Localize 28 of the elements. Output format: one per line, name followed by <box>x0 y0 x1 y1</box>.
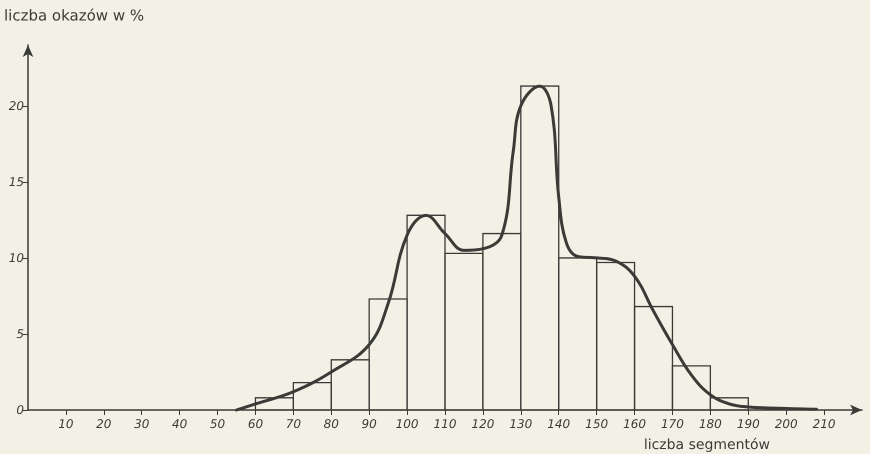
x-tick-label: 100 <box>396 417 419 431</box>
x-tick-label: 170 <box>661 417 684 431</box>
y-tick-label: 5 <box>16 326 24 341</box>
x-tick-label: 40 <box>172 417 188 431</box>
x-tick-label: 210 <box>812 417 836 431</box>
x-tick-label: 140 <box>547 417 571 431</box>
x-tick-label: 70 <box>286 417 302 431</box>
x-tick-label: 190 <box>736 417 760 431</box>
x-tick-label: 30 <box>134 417 150 431</box>
y-axis-title: liczba okazów w % <box>4 6 144 24</box>
x-tick-label: 80 <box>324 417 340 431</box>
x-tick-label: 20 <box>96 417 112 431</box>
x-tick-label: 60 <box>248 417 264 431</box>
x-tick-label: 150 <box>585 417 608 431</box>
y-tick-label: 20 <box>8 98 24 113</box>
x-tick-label: 160 <box>623 417 646 431</box>
x-tick-label: 200 <box>774 417 798 431</box>
x-tick-label: 180 <box>698 417 722 431</box>
x-tick-label: 110 <box>434 417 457 431</box>
y-tick-label: 10 <box>8 250 24 265</box>
x-tick-label: 130 <box>509 417 533 431</box>
y-tick-label: 0 <box>16 403 24 417</box>
x-tick-label: 50 <box>210 417 226 431</box>
x-tick-label: 10 <box>58 417 74 431</box>
x-axis-title: liczba segmentów <box>644 437 770 453</box>
x-tick-label: 120 <box>471 417 495 431</box>
y-tick-label: 15 <box>8 174 24 189</box>
x-tick-label: 90 <box>362 417 378 431</box>
